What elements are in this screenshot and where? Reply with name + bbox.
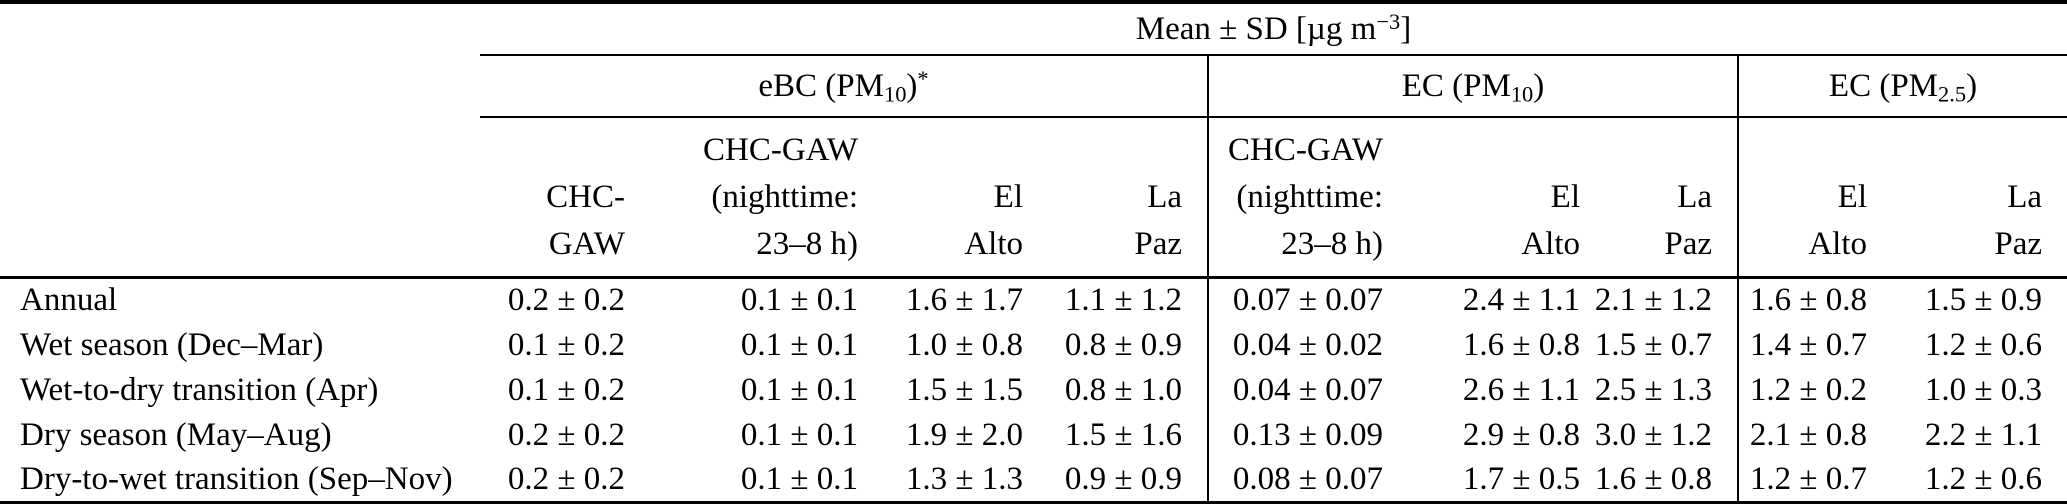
cell: 2.1 ± 0.8 (1737, 412, 1867, 458)
cell: 0.1 ± 0.2 (507, 371, 625, 408)
cell: 1.2 ± 0.6 (1924, 460, 2042, 497)
column-header-chc-gaw: CHC-GAW (480, 117, 625, 279)
cell: 1.6 ± 0.8 (1737, 277, 1867, 323)
table-row-annual: Annual 0.2 ± 0.2 0.1 ± 0.1 1.6 ± 1.7 1.1… (0, 277, 2067, 323)
group-header-row: eBC (PM10)* EC (PM10) EC (PM2.5) (0, 55, 2067, 118)
empty-cell (0, 55, 480, 117)
column-header-row: CHC-GAW CHC-GAW (nighttime: 23–8 h) El A… (0, 117, 2067, 279)
cell: 2.1 ± 1.2 (1594, 282, 1712, 319)
column-header-la-paz-ec: La Paz (1580, 117, 1738, 279)
unit-header-text: Mean ± SD [µg m (1135, 10, 1377, 47)
column-header-la-paz-ec25: La Paz (1867, 117, 2067, 279)
cell: 1.3 ± 1.3 (905, 460, 1023, 497)
cell: 1.2 ± 0.2 (1737, 367, 1867, 413)
cell: 1.6 ± 0.8 (1594, 460, 1712, 497)
row-label: Dry-to-wet transition (Sep–Nov) (20, 460, 453, 497)
cell: 0.9 ± 0.9 (1064, 460, 1182, 497)
cell: 0.1 ± 0.1 (740, 371, 858, 408)
column-header-chc-gaw-nighttime-ec: CHC-GAW (nighttime: 23–8 h) (1207, 117, 1383, 279)
cell: 1.6 ± 1.7 (905, 282, 1023, 319)
cell: 2.5 ± 1.3 (1594, 371, 1712, 408)
group-header-ec-pm25: EC (PM2.5) (1737, 55, 2067, 118)
cell: 0.07 ± 0.07 (1207, 277, 1383, 323)
cell: 1.5 ± 0.9 (1924, 282, 2042, 319)
unit-header-row: Mean ± SD [µg m−3] (0, 2, 2067, 56)
cell: 0.08 ± 0.07 (1207, 457, 1383, 503)
table-row-wet-season: Wet season (Dec–Mar) 0.1 ± 0.2 0.1 ± 0.1… (0, 322, 2067, 368)
table-row-dry-to-wet: Dry-to-wet transition (Sep–Nov) 0.2 ± 0.… (0, 457, 2067, 503)
column-header-el-alto: El Alto (858, 117, 1023, 279)
cell: 0.04 ± 0.07 (1207, 367, 1383, 413)
row-label: Wet-to-dry transition (Apr) (20, 371, 379, 408)
cell: 0.1 ± 0.2 (507, 326, 625, 363)
cell: 1.0 ± 0.8 (905, 326, 1023, 363)
cell: 1.9 ± 2.0 (905, 416, 1023, 453)
column-header-chc-gaw-nighttime: CHC-GAW (nighttime: 23–8 h) (625, 117, 858, 279)
cell: 3.0 ± 1.2 (1594, 416, 1712, 453)
cell: 1.5 ± 1.5 (905, 371, 1023, 408)
cell: 0.1 ± 0.1 (740, 416, 858, 453)
cell: 1.4 ± 0.7 (1737, 322, 1867, 368)
cell: 0.1 ± 0.1 (740, 282, 858, 319)
cell: 0.1 ± 0.1 (740, 326, 858, 363)
cell: 0.8 ± 0.9 (1064, 326, 1182, 363)
cell: 0.1 ± 0.1 (740, 460, 858, 497)
table-row-wet-to-dry: Wet-to-dry transition (Apr) 0.1 ± 0.2 0.… (0, 367, 2067, 413)
cell: 0.04 ± 0.02 (1207, 322, 1383, 368)
cell: 1.2 ± 0.6 (1924, 326, 2042, 363)
cell: 0.2 ± 0.2 (507, 416, 625, 453)
row-label: Annual (20, 282, 118, 319)
corner-cell (0, 117, 480, 279)
column-header-el-alto-ec25: El Alto (1737, 117, 1867, 279)
group-header-ec-pm10: EC (PM10) (1207, 55, 1738, 118)
cell: 0.2 ± 0.2 (507, 282, 625, 319)
unit-header-close: ] (1400, 10, 1412, 47)
row-label: Wet season (Dec–Mar) (20, 326, 324, 363)
cell: 1.7 ± 0.5 (1462, 460, 1580, 497)
cell: 1.0 ± 0.3 (1924, 371, 2042, 408)
cell: 1.2 ± 0.7 (1737, 457, 1867, 503)
cell: 0.2 ± 0.2 (507, 460, 625, 497)
unit-exponent: −3 (1376, 8, 1401, 34)
cell: 2.2 ± 1.1 (1924, 416, 2042, 453)
cell: 1.6 ± 0.8 (1462, 326, 1580, 363)
group-header-ebc-pm10: eBC (PM10)* (480, 55, 1208, 118)
cell: 0.8 ± 1.0 (1064, 371, 1182, 408)
unit-header: Mean ± SD [µg m−3] (480, 2, 2067, 56)
empty-cell (0, 2, 480, 55)
cell: 1.1 ± 1.2 (1064, 282, 1182, 319)
row-label: Dry season (May–Aug) (20, 416, 332, 453)
cell: 2.9 ± 0.8 (1462, 416, 1580, 453)
cell: 1.5 ± 0.7 (1594, 326, 1712, 363)
cell: 2.4 ± 1.1 (1462, 282, 1580, 319)
table-row-dry-season: Dry season (May–Aug) 0.2 ± 0.2 0.1 ± 0.1… (0, 412, 2067, 458)
cell: 2.6 ± 1.1 (1462, 371, 1580, 408)
cell: 0.13 ± 0.09 (1207, 412, 1383, 458)
column-header-el-alto-ec: El Alto (1383, 117, 1580, 279)
column-header-la-paz: La Paz (1023, 117, 1208, 279)
cell: 1.5 ± 1.6 (1064, 416, 1182, 453)
